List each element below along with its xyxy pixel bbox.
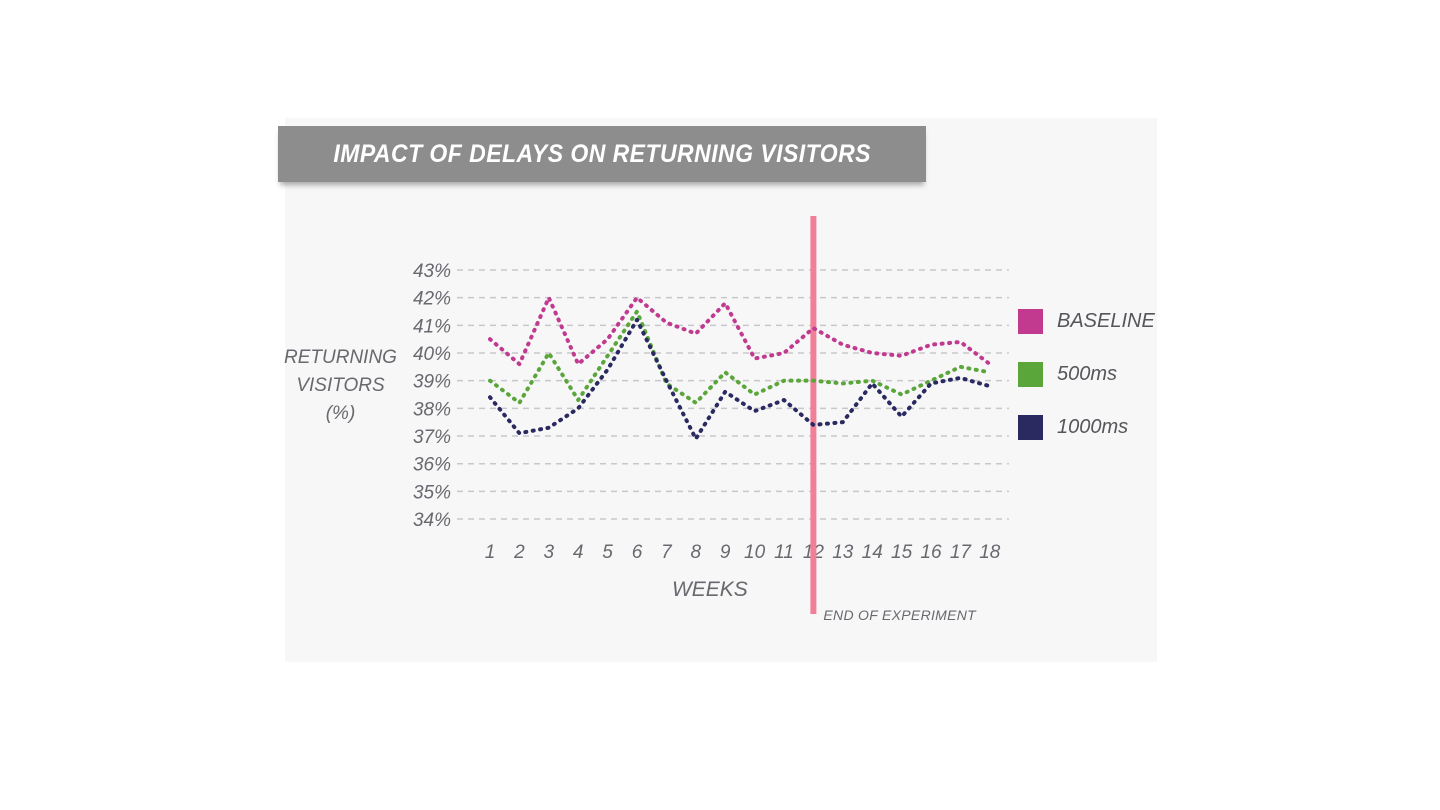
x-axis-label: WEEKS: [672, 578, 748, 601]
series-line-1000ms: [488, 317, 992, 441]
y-tick-label: 35%: [413, 482, 451, 503]
legend-label-baseline: BASELINE: [1057, 309, 1155, 332]
x-tick-label: 18: [979, 542, 1001, 563]
legend-label-1000ms: 1000ms: [1057, 415, 1129, 438]
chart-panel: [285, 118, 1157, 662]
y-tick-label: 37%: [413, 427, 451, 448]
x-tick-label: 9: [720, 542, 731, 563]
x-tick-label: 14: [862, 542, 883, 563]
end-of-experiment-label: END OF EXPERIMENT: [823, 607, 977, 623]
x-tick-label: 10: [744, 542, 766, 563]
x-tick-label: 5: [602, 542, 613, 563]
chart-title-banner: IMPACT OF DELAYS ON RETURNING VISITORS: [278, 126, 926, 182]
y-axis-label-line-3: (%): [325, 403, 356, 424]
y-tick-label: 41%: [413, 316, 451, 337]
legend-swatch-baseline: [1018, 308, 1043, 334]
x-tick-label: 11: [774, 542, 794, 563]
legend-swatch-1000ms: [1018, 414, 1043, 440]
y-tick-label: 40%: [413, 344, 451, 365]
y-tick-label: 43%: [413, 261, 451, 282]
y-tick-label: 42%: [413, 289, 451, 310]
legend-item-1000ms: 1000ms: [1018, 414, 1155, 440]
x-tick-label: 2: [513, 542, 525, 563]
x-tick-label: 17: [950, 542, 973, 563]
x-tick-label: 8: [691, 542, 702, 563]
y-axis-label: RETURNING VISITORS (%): [283, 344, 398, 428]
x-tick-label: 7: [661, 542, 673, 563]
x-tick-label: 13: [832, 542, 854, 563]
y-tick-label: 34%: [413, 510, 451, 531]
x-tick-label: 16: [920, 542, 942, 563]
series-line-BASELINE: [488, 295, 992, 367]
x-tick-label: 1: [485, 542, 496, 563]
y-tick-label: 36%: [413, 455, 451, 476]
chart-title: IMPACT OF DELAYS ON RETURNING VISITORS: [333, 139, 871, 168]
x-tick-label: 15: [891, 542, 913, 563]
legend-item-500ms: 500ms: [1018, 361, 1155, 387]
y-tick-label: 39%: [413, 372, 451, 393]
x-tick-label: 4: [573, 542, 584, 563]
series-line-500ms: [488, 309, 992, 405]
legend-item-baseline: BASELINE: [1018, 308, 1155, 334]
y-axis-label-line-2: VISITORS: [296, 375, 385, 396]
x-tick-label: 3: [544, 542, 555, 563]
y-axis-label-line-1: RETURNING: [284, 347, 397, 368]
line-chart: 43%42%41%40%39%38%37%36%35%34%1 2 3 4 5 6 7 8 9 1…: [413, 216, 1009, 623]
x-tick-label: 6: [632, 542, 643, 563]
y-tick-label: 38%: [413, 399, 451, 420]
legend: BASELINE 500ms 1000ms: [1018, 308, 1155, 467]
legend-swatch-500ms: [1018, 361, 1043, 387]
legend-label-500ms: 500ms: [1057, 362, 1118, 385]
